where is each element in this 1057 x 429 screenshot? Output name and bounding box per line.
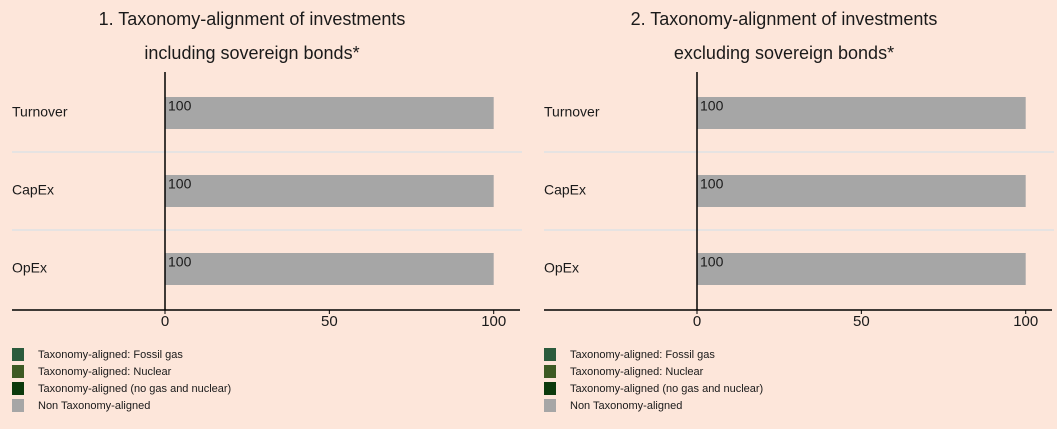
legend-label: Taxonomy-aligned: Nuclear	[570, 366, 704, 378]
bar-segment	[697, 253, 1026, 285]
data-label: 100	[168, 176, 192, 192]
data-label: 100	[700, 254, 724, 270]
legend-label: Taxonomy-aligned: Fossil gas	[570, 349, 715, 361]
bar-segment	[697, 175, 1026, 207]
category-label: Turnover	[12, 104, 68, 120]
data-label: 100	[168, 98, 192, 114]
x-tick-label: 50	[853, 313, 870, 330]
legend-swatch	[544, 382, 556, 395]
legend-swatch	[12, 399, 24, 412]
chart-subtitle: excluding sovereign bonds*	[674, 43, 894, 63]
bar-segment	[697, 97, 1026, 129]
data-label: 100	[700, 98, 724, 114]
x-tick-label: 100	[481, 313, 506, 330]
x-tick-label: 0	[161, 313, 169, 330]
legend-label: Taxonomy-aligned (no gas and nuclear)	[38, 383, 231, 395]
category-label: OpEx	[544, 260, 579, 276]
legend-swatch	[544, 348, 556, 361]
category-label: OpEx	[12, 260, 47, 276]
category-label: CapEx	[544, 182, 586, 198]
bar-segment	[165, 97, 494, 129]
chart-subtitle: including sovereign bonds*	[144, 43, 359, 63]
bar-segment	[165, 253, 494, 285]
legend-swatch	[12, 382, 24, 395]
legend-label: Taxonomy-aligned: Fossil gas	[38, 349, 183, 361]
chart-title: 1. Taxonomy-alignment of investments	[99, 9, 406, 29]
x-tick-label: 0	[693, 313, 701, 330]
legend-swatch	[544, 399, 556, 412]
legend-label: Non Taxonomy-aligned	[38, 400, 150, 412]
legend-label: Non Taxonomy-aligned	[570, 400, 682, 412]
legend-swatch	[12, 365, 24, 378]
chart-title: 2. Taxonomy-alignment of investments	[631, 9, 938, 29]
legend-label: Taxonomy-aligned (no gas and nuclear)	[570, 383, 763, 395]
bar-segment	[165, 175, 494, 207]
data-label: 100	[168, 254, 192, 270]
category-label: CapEx	[12, 182, 54, 198]
legend-swatch	[12, 348, 24, 361]
legend-label: Taxonomy-aligned: Nuclear	[38, 366, 172, 378]
x-tick-label: 50	[321, 313, 338, 330]
legend-swatch	[544, 365, 556, 378]
category-label: Turnover	[544, 104, 600, 120]
data-label: 100	[700, 176, 724, 192]
x-tick-label: 100	[1013, 313, 1038, 330]
